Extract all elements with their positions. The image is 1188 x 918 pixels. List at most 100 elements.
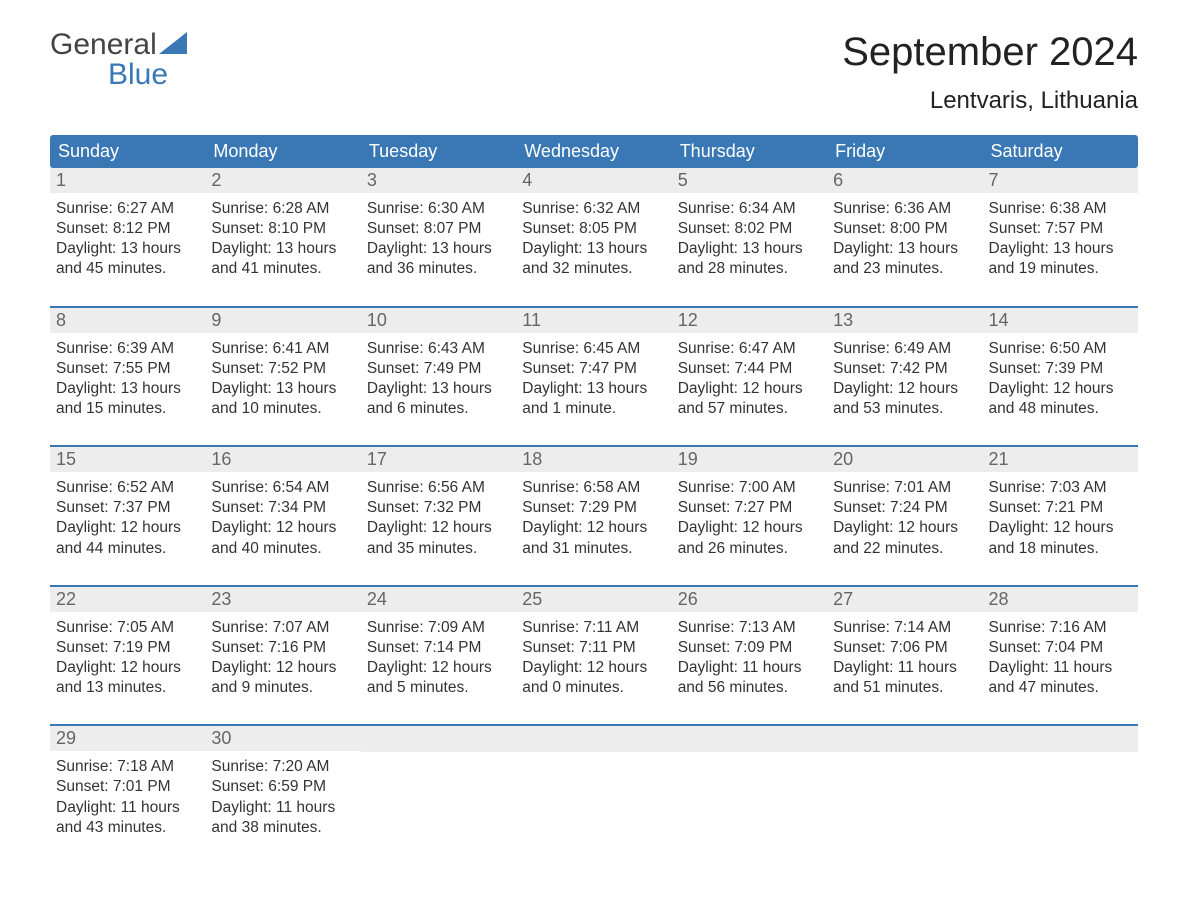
sunrise-text: Sunrise: 7:16 AM: [989, 618, 1132, 638]
daylight-line2: and 22 minutes.: [833, 539, 976, 559]
sunset-text: Sunset: 8:05 PM: [522, 219, 665, 239]
day-content: Sunrise: 6:54 AMSunset: 7:34 PMDaylight:…: [205, 472, 360, 559]
sunset-text: Sunset: 7:01 PM: [56, 777, 199, 797]
sunset-text: Sunset: 7:16 PM: [211, 638, 354, 658]
day-content: Sunrise: 6:47 AMSunset: 7:44 PMDaylight:…: [672, 333, 827, 420]
sunrise-text: Sunrise: 6:36 AM: [833, 199, 976, 219]
daylight-line1: Daylight: 12 hours: [56, 658, 199, 678]
sunrise-text: Sunrise: 6:45 AM: [522, 339, 665, 359]
daylight-line2: and 56 minutes.: [678, 678, 821, 698]
daylight-line2: and 9 minutes.: [211, 678, 354, 698]
day-cell: 28 Sunrise: 7:16 AMSunset: 7:04 PMDayligh…: [983, 587, 1138, 715]
daylight-line2: and 32 minutes.: [522, 259, 665, 279]
sunrise-text: Sunrise: 6:47 AM: [678, 339, 821, 359]
day-cell: 23Sunrise: 7:07 AMSunset: 7:16 PMDayligh…: [205, 587, 360, 715]
sunrise-text: Sunrise: 6:43 AM: [367, 339, 510, 359]
day-content: Sunrise: 6:43 AMSunset: 7:49 PMDaylight:…: [361, 333, 516, 420]
day-number: 29: [50, 726, 205, 751]
daylight-line2: and 18 minutes.: [989, 539, 1132, 559]
day-cell: 30Sunrise: 7:20 AMSunset: 6:59 PMDayligh…: [205, 726, 360, 854]
day-content: Sunrise: 6:34 AMSunset: 8:02 PMDaylight:…: [672, 193, 827, 280]
daylight-line2: and 53 minutes.: [833, 399, 976, 419]
day-cell: 2Sunrise: 6:28 AMSunset: 8:10 PMDaylight…: [205, 168, 360, 296]
daylight-line1: Daylight: 12 hours: [367, 518, 510, 538]
day-cell: 7Sunrise: 6:38 AMSunset: 7:57 PMDaylight…: [983, 168, 1138, 296]
daylight-line1: Daylight: 11 hours: [56, 798, 199, 818]
logo: General Blue: [50, 30, 187, 90]
daylight-line2: and 48 minutes.: [989, 399, 1132, 419]
daylight-line1: Daylight: 11 hours: [989, 658, 1132, 678]
day-cell: 11Sunrise: 6:45 AMSunset: 7:47 PMDayligh…: [516, 308, 671, 436]
sunrise-text: Sunrise: 7:13 AM: [678, 618, 821, 638]
day-content: Sunrise: 6:27 AMSunset: 8:12 PMDaylight:…: [50, 193, 205, 280]
day-number: 26: [672, 587, 827, 612]
day-cell: 4Sunrise: 6:32 AMSunset: 8:05 PMDaylight…: [516, 168, 671, 296]
daylight-line1: Daylight: 12 hours: [989, 379, 1132, 399]
daylight-line1: Daylight: 12 hours: [833, 379, 976, 399]
location: Lentvaris, Lithuania: [842, 87, 1138, 115]
day-number: 20: [827, 447, 982, 472]
day-number: 13: [827, 308, 982, 333]
day-number: 12: [672, 308, 827, 333]
sunrise-text: Sunrise: 7:03 AM: [989, 478, 1132, 498]
day-cell: 27Sunrise: 7:14 AMSunset: 7:06 PMDayligh…: [827, 587, 982, 715]
sunset-text: Sunset: 7:47 PM: [522, 359, 665, 379]
sunrise-text: Sunrise: 7:11 AM: [522, 618, 665, 638]
day-cell: 21Sunrise: 7:03 AMSunset: 7:21 PMDayligh…: [983, 447, 1138, 575]
daylight-line1: Daylight: 12 hours: [678, 518, 821, 538]
day-number: [983, 726, 1138, 752]
sunrise-text: Sunrise: 7:00 AM: [678, 478, 821, 498]
daylight-line1: Daylight: 13 hours: [56, 379, 199, 399]
sunrise-text: Sunrise: 6:50 AM: [989, 339, 1132, 359]
day-cell: 10Sunrise: 6:43 AMSunset: 7:49 PMDayligh…: [361, 308, 516, 436]
sunset-text: Sunset: 7:11 PM: [522, 638, 665, 658]
logo-triangle-icon: [159, 30, 187, 60]
sunrise-text: Sunrise: 6:58 AM: [522, 478, 665, 498]
day-number: 15: [50, 447, 205, 472]
day-cell: 12Sunrise: 6:47 AMSunset: 7:44 PMDayligh…: [672, 308, 827, 436]
daylight-line2: and 51 minutes.: [833, 678, 976, 698]
day-number: 16: [205, 447, 360, 472]
daylight-line2: and 10 minutes.: [211, 399, 354, 419]
day-number: 5: [672, 168, 827, 193]
daylight-line1: Daylight: 13 hours: [211, 239, 354, 259]
day-content: Sunrise: 6:52 AMSunset: 7:37 PMDaylight:…: [50, 472, 205, 559]
dow-tuesday: Tuesday: [361, 135, 516, 168]
day-content: Sunrise: 6:32 AMSunset: 8:05 PMDaylight:…: [516, 193, 671, 280]
sunset-text: Sunset: 7:14 PM: [367, 638, 510, 658]
daylight-line1: Daylight: 13 hours: [522, 379, 665, 399]
daylight-line2: and 31 minutes.: [522, 539, 665, 559]
day-number: 30: [205, 726, 360, 751]
sunset-text: Sunset: 7:04 PM: [989, 638, 1132, 658]
sunrise-text: Sunrise: 6:32 AM: [522, 199, 665, 219]
daylight-line1: Daylight: 11 hours: [678, 658, 821, 678]
daylight-line1: Daylight: 13 hours: [989, 239, 1132, 259]
sunset-text: Sunset: 7:19 PM: [56, 638, 199, 658]
day-content: Sunrise: 7:11 AMSunset: 7:11 PMDaylight:…: [516, 612, 671, 699]
day-cell: 16Sunrise: 6:54 AMSunset: 7:34 PMDayligh…: [205, 447, 360, 575]
daylight-line2: and 13 minutes.: [56, 678, 199, 698]
day-empty: [516, 726, 671, 854]
day-content: Sunrise: 7:01 AMSunset: 7:24 PMDaylight:…: [827, 472, 982, 559]
daylight-line1: Daylight: 12 hours: [989, 518, 1132, 538]
day-cell: 15Sunrise: 6:52 AMSunset: 7:37 PMDayligh…: [50, 447, 205, 575]
day-empty: [672, 726, 827, 854]
day-cell: 5Sunrise: 6:34 AMSunset: 8:02 PMDaylight…: [672, 168, 827, 296]
day-number: 3: [361, 168, 516, 193]
sunset-text: Sunset: 7:49 PM: [367, 359, 510, 379]
sunset-text: Sunset: 8:00 PM: [833, 219, 976, 239]
day-content: Sunrise: 7:14 AMSunset: 7:06 PMDaylight:…: [827, 612, 982, 699]
daylight-line2: and 43 minutes.: [56, 818, 199, 838]
sunrise-text: Sunrise: 6:38 AM: [989, 199, 1132, 219]
day-content: Sunrise: 6:56 AMSunset: 7:32 PMDaylight:…: [361, 472, 516, 559]
header: General Blue September 2024 Lentvaris, L…: [50, 30, 1138, 115]
day-cell: 18Sunrise: 6:58 AMSunset: 7:29 PMDayligh…: [516, 447, 671, 575]
week-row: 29Sunrise: 7:18 AMSunset: 7:01 PMDayligh…: [50, 724, 1138, 854]
day-number: 28: [983, 587, 1138, 612]
day-number: 6: [827, 168, 982, 193]
day-number: 23: [205, 587, 360, 612]
sunset-text: Sunset: 7:29 PM: [522, 498, 665, 518]
day-number: 22: [50, 587, 205, 612]
sunset-text: Sunset: 7:09 PM: [678, 638, 821, 658]
day-cell: 22Sunrise: 7:05 AMSunset: 7:19 PMDayligh…: [50, 587, 205, 715]
